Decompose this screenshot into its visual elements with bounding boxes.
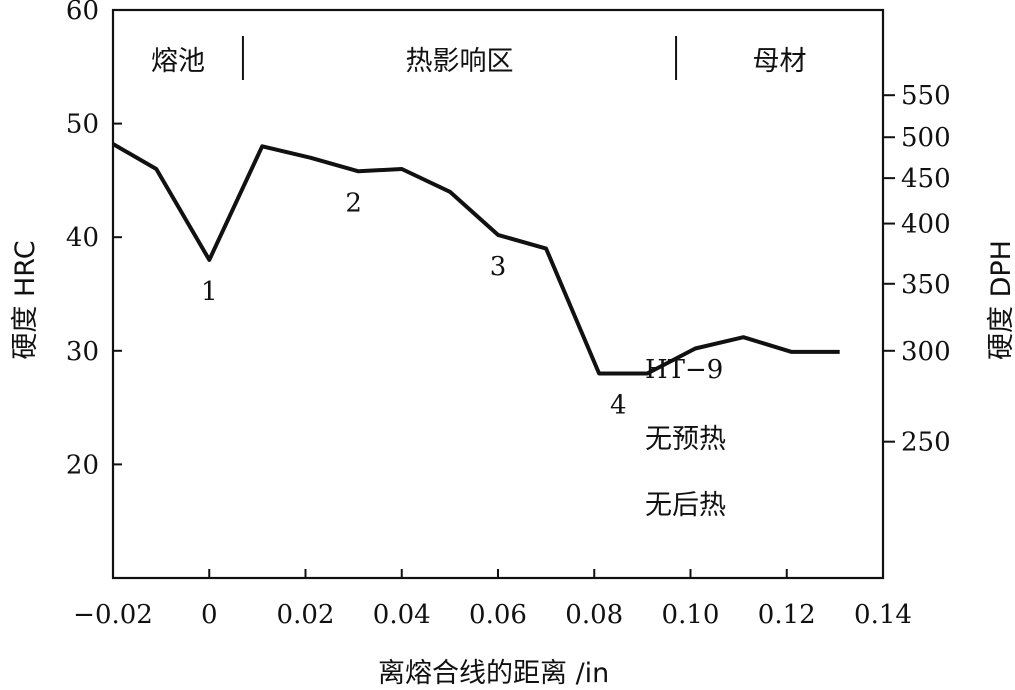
region-label: 母材 bbox=[753, 46, 807, 77]
y2-tick-label: 550 bbox=[901, 81, 951, 111]
hardness-curve-layer bbox=[111, 142, 840, 376]
annotation-postheat: 无后热 bbox=[645, 490, 726, 521]
right-y-axis-ticks: 550 500 450 400 350 300 250 bbox=[883, 81, 951, 458]
y-tick-label: 60 bbox=[66, 0, 99, 26]
y2-tick-label: 250 bbox=[901, 428, 951, 458]
point-label: 3 bbox=[490, 252, 507, 282]
x-tick-label: 0.14 bbox=[854, 600, 912, 630]
hardness-curve bbox=[111, 142, 840, 376]
point-label: 1 bbox=[201, 277, 218, 307]
y2-tick-label: 450 bbox=[901, 164, 951, 194]
x-tick-label: −0.02 bbox=[73, 600, 153, 630]
x-axis-title: 离熔合线的距离 /in bbox=[378, 658, 609, 689]
plot-frame bbox=[111, 8, 885, 580]
y-axis-ticks: 20 30 40 50 60 bbox=[66, 0, 122, 480]
annotation-preheat: 无预热 bbox=[645, 424, 726, 455]
x-tick-label: 0.10 bbox=[662, 600, 720, 630]
x-tick-label: 0.08 bbox=[565, 600, 623, 630]
x-tick-label: 0.02 bbox=[277, 600, 335, 630]
region-dividers bbox=[241, 36, 678, 80]
point-label: 2 bbox=[345, 188, 362, 218]
x-tick-label: 0.12 bbox=[758, 600, 816, 630]
point-label: 4 bbox=[610, 391, 627, 421]
y-tick-label: 20 bbox=[66, 450, 99, 480]
y-tick-label: 40 bbox=[66, 223, 99, 253]
y2-tick-label: 400 bbox=[901, 210, 951, 240]
x-axis-ticks: −0.02 0 0.02 0.04 0.06 0.08 0.10 0.12 0.14 bbox=[73, 569, 912, 630]
y-tick-label: 30 bbox=[66, 337, 99, 367]
region-label: 热影响区 bbox=[406, 46, 514, 77]
y-axis-title-right: 硬度 DPH bbox=[986, 240, 1015, 360]
y-tick-label: 50 bbox=[66, 110, 99, 140]
y2-tick-label: 500 bbox=[901, 123, 951, 153]
annotation-material: HT−9 bbox=[645, 355, 723, 385]
y2-tick-label: 350 bbox=[901, 270, 951, 300]
region-label: 熔池 bbox=[151, 46, 205, 77]
point-labels: 1 2 3 4 bbox=[201, 188, 627, 420]
x-tick-label: 0.06 bbox=[469, 600, 527, 630]
y-axis-title-left: 硬度 HRC bbox=[10, 240, 41, 359]
x-tick-label: 0.04 bbox=[373, 600, 431, 630]
x-tick-label: 0 bbox=[201, 600, 218, 630]
region-labels: 熔池 热影响区 母材 bbox=[151, 46, 807, 77]
y2-tick-label: 300 bbox=[901, 337, 951, 367]
